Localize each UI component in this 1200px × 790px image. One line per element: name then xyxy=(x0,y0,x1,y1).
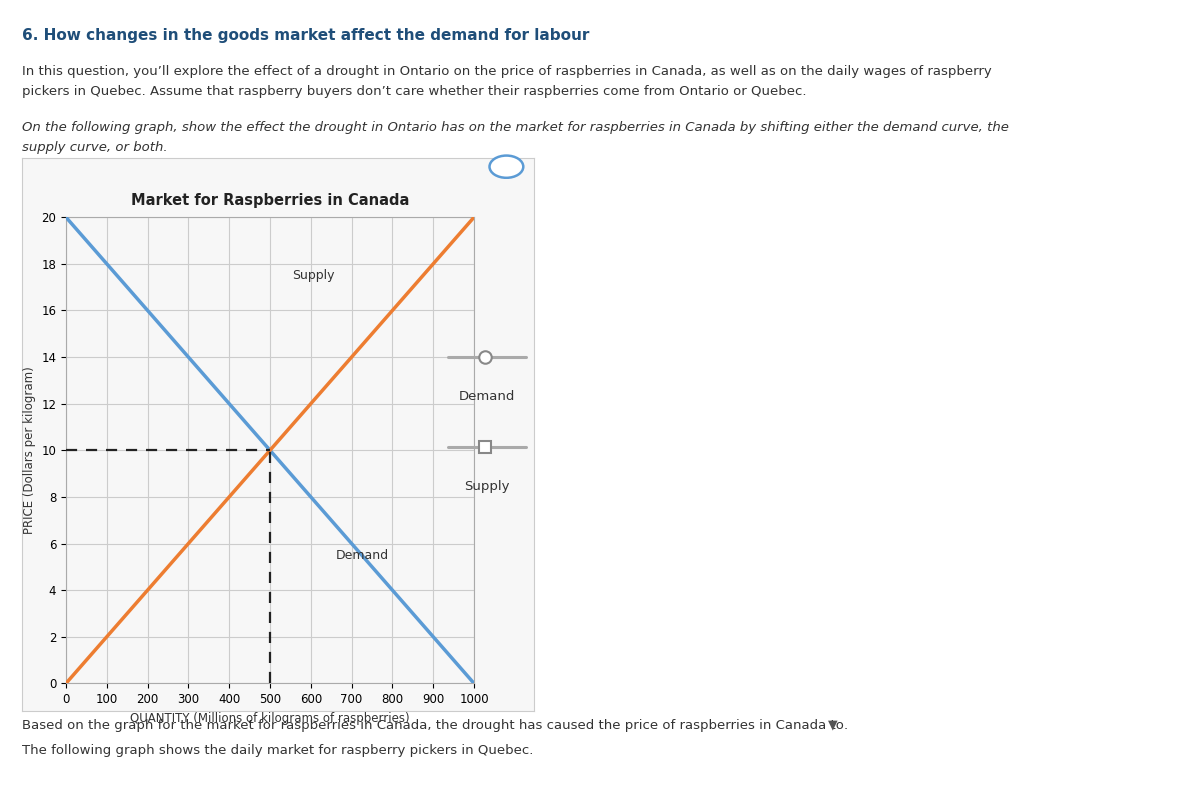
Text: On the following graph, show the effect the drought in Ontario has on the market: On the following graph, show the effect … xyxy=(22,121,1008,134)
Text: .: . xyxy=(844,719,847,732)
Title: Market for Raspberries in Canada: Market for Raspberries in Canada xyxy=(131,193,409,208)
Text: supply curve, or both.: supply curve, or both. xyxy=(22,141,167,153)
Text: pickers in Quebec. Assume that raspberry buyers don’t care whether their raspber: pickers in Quebec. Assume that raspberry… xyxy=(22,85,806,97)
Text: 6. How changes in the goods market affect the demand for labour: 6. How changes in the goods market affec… xyxy=(22,28,589,43)
Text: The following graph shows the daily market for raspberry pickers in Quebec.: The following graph shows the daily mark… xyxy=(22,744,533,757)
Text: In this question, you’ll explore the effect of a drought in Ontario on the price: In this question, you’ll explore the eff… xyxy=(22,65,991,77)
X-axis label: QUANTITY (Millions of kilograms of raspberries): QUANTITY (Millions of kilograms of raspb… xyxy=(130,712,410,724)
Text: Demand: Demand xyxy=(460,390,515,403)
Text: ?: ? xyxy=(502,160,511,175)
Circle shape xyxy=(490,156,523,178)
Y-axis label: PRICE (Dollars per kilogram): PRICE (Dollars per kilogram) xyxy=(23,367,36,534)
Text: Demand: Demand xyxy=(335,549,389,562)
Text: Supply: Supply xyxy=(464,480,510,493)
Text: Based on the graph for the market for raspberries in Canada, the drought has cau: Based on the graph for the market for ra… xyxy=(22,719,844,732)
Text: ▼: ▼ xyxy=(828,719,838,732)
Text: Supply: Supply xyxy=(293,269,335,281)
